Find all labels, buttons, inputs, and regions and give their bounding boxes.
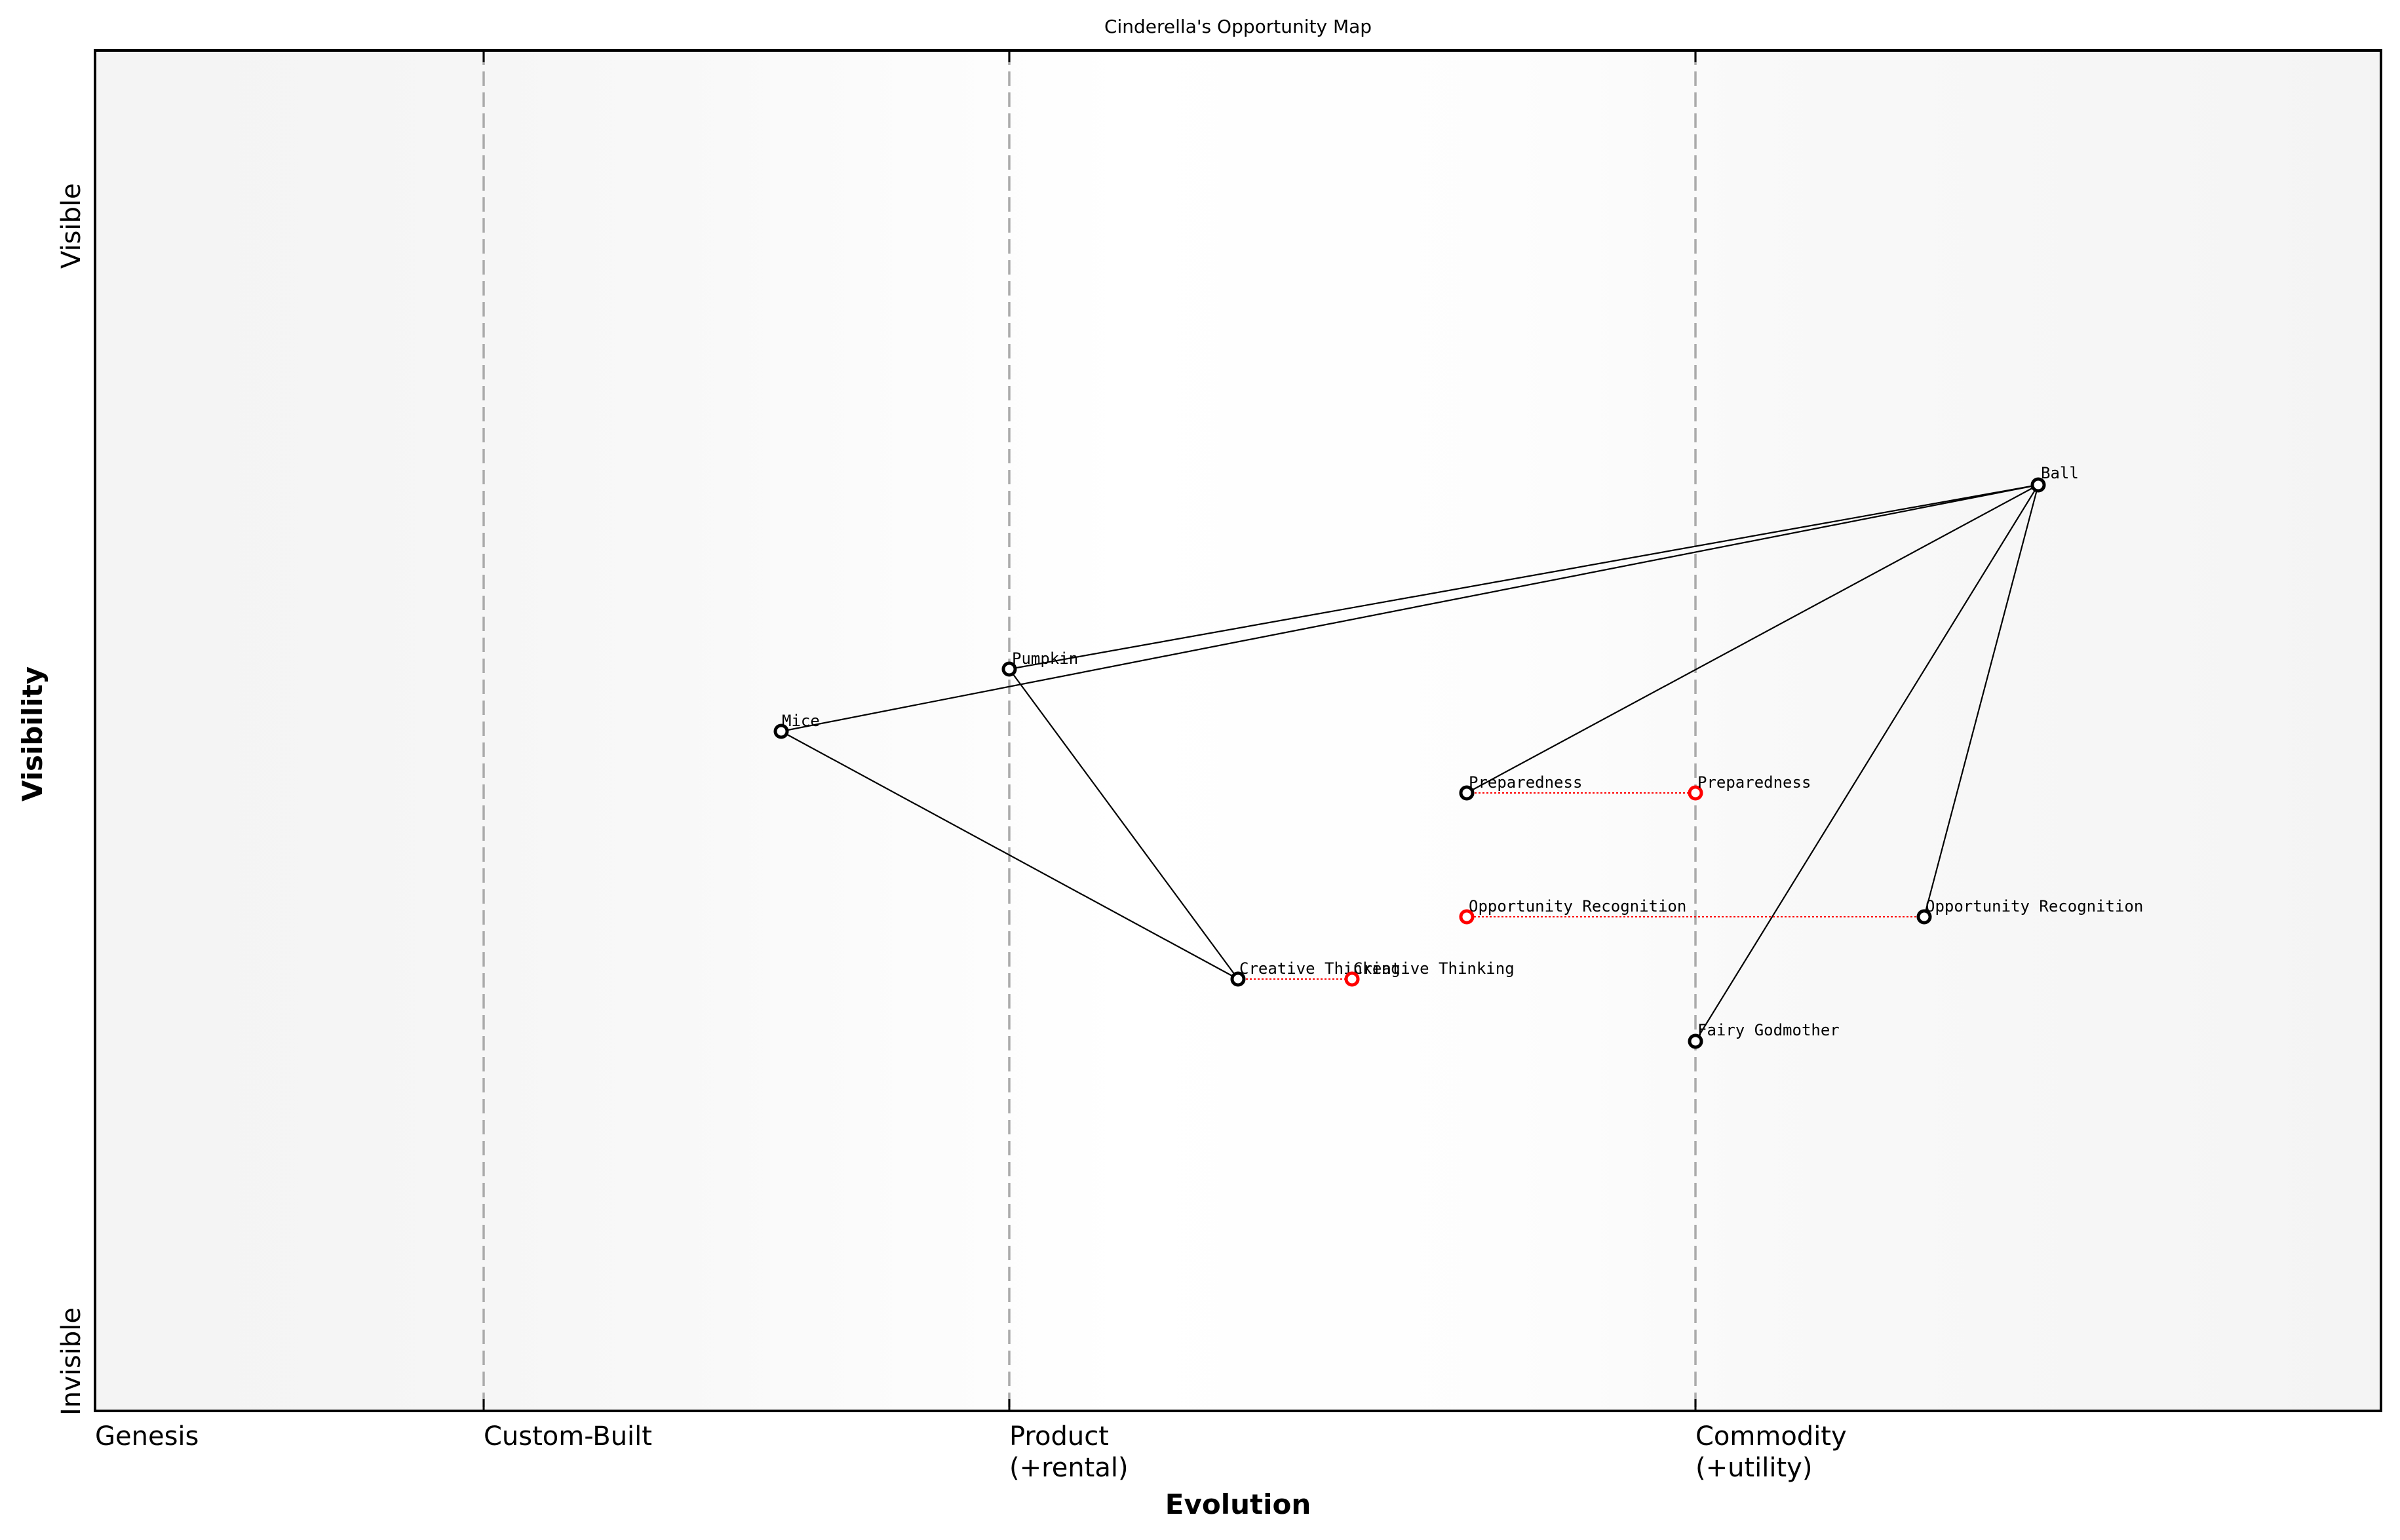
evolution-links <box>1238 792 1924 980</box>
node-marker[interactable] <box>1916 909 1932 925</box>
node-marker[interactable] <box>1001 661 1017 677</box>
node-label: Opportunity Recognition <box>1926 897 2143 915</box>
node-marker[interactable] <box>1230 971 1246 987</box>
node-opportunity-recognition[interactable]: Opportunity Recognition <box>1916 897 2143 925</box>
y-label-visible: Visible <box>56 183 87 269</box>
y-label-invisible: Invisible <box>56 1307 87 1415</box>
node-label: Creative Thinking <box>1239 959 1401 978</box>
node-marker[interactable] <box>1459 785 1475 801</box>
node-opportunity-recognition-evolved[interactable]: Opportunity Recognition <box>1459 897 1686 925</box>
node-creative-thinking[interactable]: Creative Thinking <box>1230 959 1401 987</box>
stage-label-custom-built: Custom-Built <box>484 1421 652 1452</box>
chart-title: Cinderella's Opportunity Map <box>1104 16 1372 37</box>
node-marker[interactable] <box>1688 1033 1703 1049</box>
node-marker[interactable] <box>773 723 789 739</box>
node-label: Creative Thinking <box>1353 959 1515 978</box>
node-preparedness[interactable]: Preparedness <box>1459 773 1582 801</box>
node-label: Mice <box>782 712 820 730</box>
node-marker-evolved[interactable] <box>1459 909 1475 925</box>
stage-label-commodity: Commodity <box>1695 1421 1847 1452</box>
node-label: Preparedness <box>1469 773 1582 792</box>
node-label: Opportunity Recognition <box>1469 897 1686 915</box>
y-axis-title: Visibility <box>16 666 48 801</box>
components: Ball Pumpkin Mice Preparedness Preparedn… <box>773 464 2143 1049</box>
stage-label-product: Product <box>1009 1421 1109 1452</box>
node-ball[interactable]: Ball <box>2030 464 2079 493</box>
link-ball-mice <box>781 484 2039 733</box>
node-label: Preparedness <box>1697 773 1811 792</box>
plot-background <box>95 50 2381 1411</box>
node-fairy-godmother[interactable]: Fairy Godmother <box>1688 1021 1840 1049</box>
node-label: Ball <box>2041 464 2079 482</box>
node-marker[interactable] <box>2030 477 2046 493</box>
link-ball-preparedness <box>1466 484 2039 794</box>
node-preparedness-evolved[interactable]: Preparedness <box>1688 773 1811 801</box>
node-pumpkin[interactable]: Pumpkin <box>1001 649 1078 677</box>
stage-label-product-sub: (+rental) <box>1009 1453 1129 1483</box>
link-ball-opportunity-recognition <box>1923 484 2040 917</box>
link-mice-creative-thinking <box>781 731 1239 980</box>
node-label: Pumpkin <box>1012 649 1078 668</box>
link-ball-pumpkin <box>1009 484 2039 670</box>
stage-label-genesis: Genesis <box>95 1421 199 1452</box>
node-marker-evolved[interactable] <box>1688 785 1703 801</box>
stage-label-commodity-sub: (+utility) <box>1695 1453 1812 1483</box>
plot-frame <box>94 49 2382 1412</box>
dependency-links <box>781 484 2040 1042</box>
node-label: Fairy Godmother <box>1697 1021 1840 1039</box>
node-mice[interactable]: Mice <box>773 712 820 739</box>
node-marker-evolved[interactable] <box>1344 971 1360 987</box>
link-ball-fairy-godmother <box>1695 484 2039 1042</box>
x-axis-title: Evolution <box>1165 1488 1311 1520</box>
node-creative-thinking-evolved[interactable]: Creative Thinking <box>1344 959 1515 987</box>
link-pumpkin-creative-thinking <box>1009 668 1239 980</box>
